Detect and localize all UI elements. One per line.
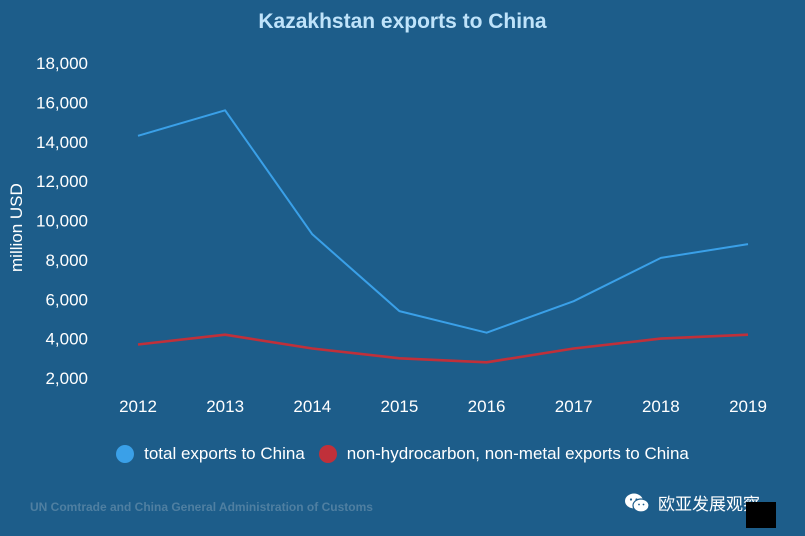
x-tick-label: 2016 bbox=[468, 397, 506, 416]
y-tick-label: 18,000 bbox=[36, 54, 88, 73]
x-tick-label: 2019 bbox=[729, 397, 767, 416]
corner-logo bbox=[746, 502, 776, 528]
legend-item-total-exports[interactable]: total exports to China bbox=[116, 444, 305, 464]
watermark: 欧亚发展观察 bbox=[624, 490, 760, 515]
x-tick-label: 2018 bbox=[642, 397, 680, 416]
y-tick-label: 2,000 bbox=[45, 369, 88, 388]
series-lines bbox=[137, 109, 749, 364]
x-tick-label: 2013 bbox=[206, 397, 244, 416]
y-tick-label: 4,000 bbox=[45, 330, 88, 349]
y-axis-label: million USD bbox=[7, 183, 26, 272]
y-tick-label: 14,000 bbox=[36, 133, 88, 152]
x-tick-label: 2017 bbox=[555, 397, 593, 416]
legend-marker-non-hydrocarbon-exports bbox=[318, 445, 337, 463]
legend-label-total-exports: total exports to China bbox=[144, 444, 305, 463]
y-tick-label: 12,000 bbox=[36, 172, 88, 191]
x-axis-ticks: 2012 2013 2014 2015 2016 2017 2018 2019 bbox=[119, 397, 767, 416]
watermark-text: 欧亚发展观察 bbox=[658, 495, 760, 514]
y-tick-label: 6,000 bbox=[45, 290, 88, 309]
series-line-0 bbox=[137, 109, 749, 334]
source-note: UN Comtrade and China General Administra… bbox=[30, 500, 373, 514]
y-tick-label: 8,000 bbox=[45, 251, 88, 270]
legend-marker-total-exports bbox=[116, 445, 135, 463]
series-line-1 bbox=[137, 333, 749, 364]
chart-title: Kazakhstan exports to China bbox=[258, 10, 547, 33]
y-tick-label: 16,000 bbox=[36, 93, 88, 112]
y-tick-label: 10,000 bbox=[36, 212, 88, 231]
legend-label-non-hydrocarbon-exports: non-hydrocarbon, non-metal exports to Ch… bbox=[346, 444, 689, 463]
y-axis-ticks: 2,000 4,000 6,000 8,000 10,000 12,000 14,000 16… bbox=[36, 54, 88, 388]
legend-item-non-hydrocarbon-exports[interactable]: non-hydrocarbon, non-metal exports to Ch… bbox=[318, 444, 689, 464]
wechat-icon bbox=[625, 493, 650, 513]
x-tick-label: 2014 bbox=[293, 397, 331, 416]
legend: total exports to China non-hydrocarbon, … bbox=[0, 444, 805, 464]
x-tick-label: 2015 bbox=[381, 397, 419, 416]
x-tick-label: 2012 bbox=[119, 397, 157, 416]
